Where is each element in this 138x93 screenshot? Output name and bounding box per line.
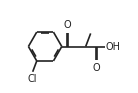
Text: O: O — [63, 20, 71, 30]
Text: Cl: Cl — [28, 74, 37, 84]
Text: OH: OH — [105, 41, 120, 52]
Text: O: O — [93, 63, 100, 73]
